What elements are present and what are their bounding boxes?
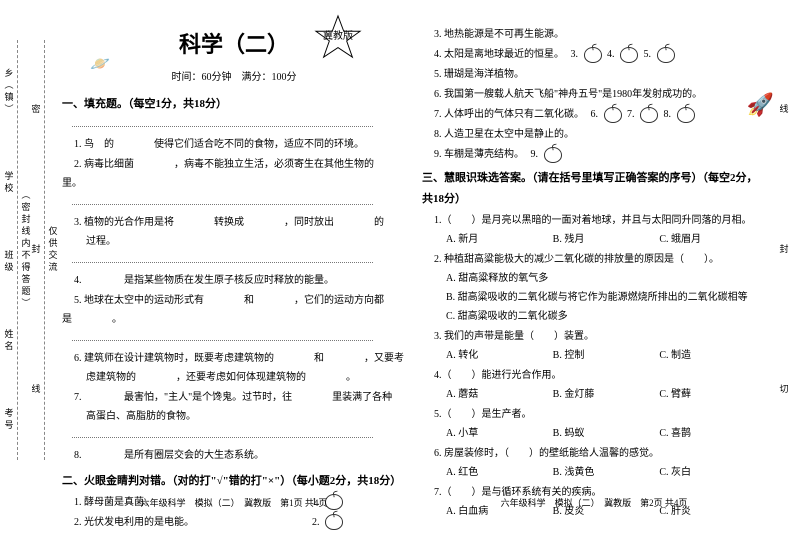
opt: C. 臂藓 xyxy=(659,385,766,404)
rocket-icon: 🚀 xyxy=(747,84,774,126)
s3-o2a: A. 甜高粱释放的氧气多 xyxy=(422,269,766,288)
s3-o5: A. 小草 B. 蚂蚁 C. 喜鹊 xyxy=(422,424,766,443)
label-school: 学校 xyxy=(3,171,16,195)
s1-q6a: 6. 建筑师在设计建筑物时，既要考虑建筑物的 和 ，又要考 xyxy=(62,349,406,368)
s3-q2: 2. 种植甜高粱能极大的减少二氧化碳的排放量的原因是（ ）。 xyxy=(422,250,766,269)
dot-rule-5 xyxy=(72,430,373,438)
s2-q7-text: 7. 人体呼出的气体只有二氧化碳。 xyxy=(434,109,584,120)
opt: A. 小草 xyxy=(446,424,553,443)
s3-o2c: C. 甜高粱吸收的二氧化碳多 xyxy=(422,307,766,326)
s3-o4: A. 蘑菇 B. 金灯藤 C. 臂藓 xyxy=(422,385,766,404)
s1-q3a: 3. 植物的光合作用是将 转换成 ，同时放出 的 xyxy=(62,213,406,232)
s3-q3: 3. 我们的声带是能量（ ）装置。 xyxy=(422,327,766,346)
s2-q7: 7. 人体呼出的气体只有二氧化碳。 6. 7. 8. xyxy=(422,105,766,124)
section3-head: 三、慧眼识珠选答案。（请在括号里填写正确答案的序号）（每空2分，共18分） xyxy=(422,168,766,210)
apple-icon xyxy=(677,107,695,123)
section2-head: 二、火眼金睛判对错。（对的打"√"错的打"×"）（每小题2分，共18分） xyxy=(62,471,406,492)
dot-rule-4 xyxy=(72,333,373,341)
s2-q9-text: 9. 车棚是薄壳结构。 xyxy=(434,149,524,160)
apple-icon xyxy=(325,514,343,530)
label-examno: 考号 xyxy=(3,408,16,432)
mark-b: 封 xyxy=(778,244,791,256)
apple-icon xyxy=(657,47,675,63)
title-block: 🪐 科学（二） 冀教版 时间：60分钟 满分：100分 xyxy=(62,24,406,87)
apple-icon xyxy=(584,47,602,63)
opt: A. 新月 xyxy=(446,230,553,249)
s2-q5: 5. 珊瑚是海洋植物。 xyxy=(422,65,766,84)
s2-q4-text: 4. 太阳是离地球最近的恒星。 xyxy=(434,49,564,60)
opt: A. 蘑菇 xyxy=(446,385,553,404)
section1-head: 一、填充题。（每空1分，共18分） xyxy=(62,94,406,115)
time-score: 时间：60分钟 满分：100分 xyxy=(62,68,406,87)
dash-line-1 xyxy=(17,40,18,460)
opt: C. 制造 xyxy=(659,346,766,365)
seal-a: 密 xyxy=(30,104,43,116)
page-1: 🪐 科学（二） 冀教版 时间：60分钟 满分：100分 一、填充题。（每空1分，… xyxy=(62,24,406,516)
s3-q6: 6. 房屋装修时，（ ）的壁纸能给人温馨的感觉。 xyxy=(422,444,766,463)
dash-line-2 xyxy=(44,40,45,460)
dot-rule xyxy=(72,119,373,127)
s1-q8: 8. 是所有圈层交会的大生态系统。 xyxy=(62,446,406,465)
s3-q5: 5.（ ）是生产者。 xyxy=(422,405,766,424)
opt: C. 蛾眉月 xyxy=(659,230,766,249)
star-badge: 冀教版 xyxy=(314,14,362,62)
s1-q2: 2. 病毒比细菌 ，病毒不能独立生活，必须寄生在其他生物的 里。 xyxy=(62,155,406,193)
s1-q6b: 虑建筑物的 ，还要考虑如何体现建筑物的 。 xyxy=(62,368,406,387)
exam-title: 科学（二） xyxy=(179,24,289,66)
opt: A. 红色 xyxy=(446,463,553,482)
opt: B. 浅黄色 xyxy=(553,463,660,482)
opt: B. 控制 xyxy=(553,346,660,365)
opt: B. 蚂蚁 xyxy=(553,424,660,443)
label-class: 班级 xyxy=(3,250,16,274)
s2-q9: 9. 车棚是薄壳结构。 9. xyxy=(422,145,766,164)
footer-right: 六年级科学 模拟（二） 冀教版 第2页 共4页 xyxy=(422,495,766,512)
s3-o1: A. 新月 B. 残月 C. 蛾眉月 xyxy=(422,230,766,249)
s1-q1: 1. 鸟 的 使得它们适合吃不同的食物，适应不同的环境。 xyxy=(62,135,406,154)
opt: C. 灰白 xyxy=(659,463,766,482)
s3-q1: 1.（ ）是月亮以黑暗的一面对着地球，并且与太阳同升同落的月相。 xyxy=(422,211,766,230)
s2-q3: 3. 地热能源是不可再生能源。 xyxy=(422,25,766,44)
s1-q5: 5. 地球在太空中的运动形式有 和 ，它们的运动方向都是 。 xyxy=(62,291,406,329)
s2-q8: 8. 人造卫星在太空中是静止的。 xyxy=(422,125,766,144)
s3-o3: A. 转化 B. 控制 C. 制造 xyxy=(422,346,766,365)
exchange-note: 仅供交流 xyxy=(47,226,60,274)
s1-q7b: 高蛋白、高脂肪的食物。 xyxy=(62,407,406,426)
s3-q4: 4.（ ）能进行光合作用。 xyxy=(422,366,766,385)
opt: C. 喜鹊 xyxy=(659,424,766,443)
apple-icon xyxy=(640,107,658,123)
s2-q2-text: 2. 光伏发电利用的是电能。 xyxy=(74,517,194,528)
mark-a: 线 xyxy=(778,104,791,116)
seal-b: 封 xyxy=(30,244,43,256)
label-name: 姓名 xyxy=(3,329,16,353)
opt: B. 金灯藤 xyxy=(553,385,660,404)
dot-rule-3 xyxy=(72,255,373,263)
saturn-icon: 🪐 xyxy=(90,50,110,80)
s3-o2b: B. 甜高粱吸收的二氧化碳与将它作为能源燃烧所排出的二氧化碳相等 xyxy=(422,288,766,307)
s1-q4: 4. 是指某些物质在发生原子核反应时释放的能量。 xyxy=(62,271,406,290)
page-2: 🚀 3. 地热能源是不可再生能源。 4. 太阳是离地球最近的恒星。 3. 4. … xyxy=(422,24,766,516)
mark-c: 切 xyxy=(778,384,791,396)
seal-c: 线 xyxy=(30,384,43,396)
s1-q3b: 过程。 xyxy=(62,232,406,251)
s1-q7a: 7. 最害怕，"主人"是个馋鬼。过节时，往 里装满了各种 xyxy=(62,388,406,407)
right-margin: 线 封 切 xyxy=(776,40,792,460)
apple-icon xyxy=(604,107,622,123)
s2-q2: 2. 光伏发电利用的是电能。 2. xyxy=(62,513,406,532)
apple-icon xyxy=(544,147,562,163)
label-township: 乡（镇） xyxy=(3,68,16,116)
s3-o6: A. 红色 B. 浅黄色 C. 灰白 xyxy=(422,463,766,482)
edition-label: 冀教版 xyxy=(314,27,362,46)
opt: B. 残月 xyxy=(553,230,660,249)
binding-margin: 乡（镇） 学校 班级 姓名 考号 （密封线内不得答题） 密 封 线 仅供交流 xyxy=(4,40,50,460)
footer-left: 六年级科学 模拟（二） 冀教版 第1页 共4页 xyxy=(62,495,406,512)
s2-q6: 6. 我国第一艘载人航天飞船"神舟五号"是1980年发射成功的。 xyxy=(422,85,766,104)
apple-icon xyxy=(620,47,638,63)
opt: A. 转化 xyxy=(446,346,553,365)
s2-q4: 4. 太阳是离地球最近的恒星。 3. 4. 5. xyxy=(422,45,766,64)
dot-rule-2 xyxy=(72,197,373,205)
